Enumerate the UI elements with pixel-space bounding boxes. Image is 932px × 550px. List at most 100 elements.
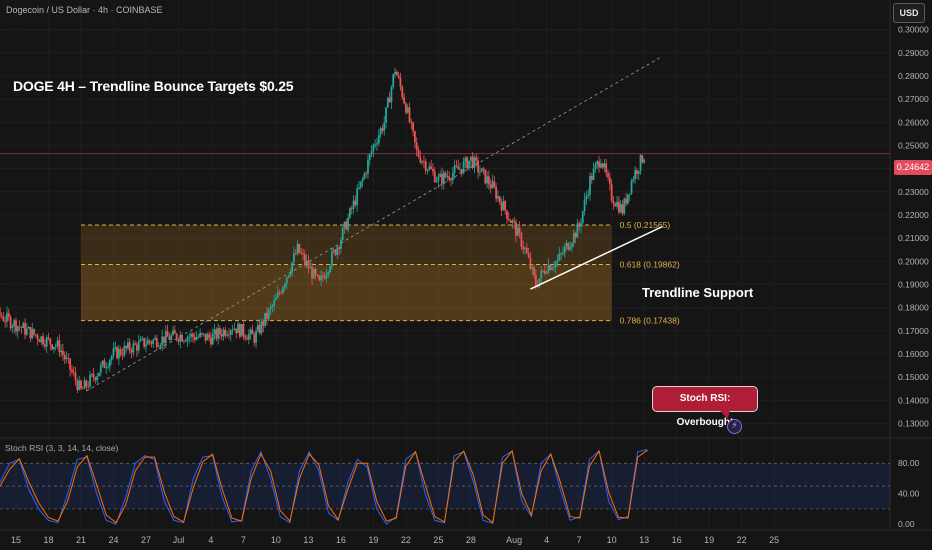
candle-body bbox=[45, 337, 48, 347]
candle-body bbox=[285, 277, 288, 285]
candle-body bbox=[89, 375, 91, 387]
candle-body bbox=[453, 165, 456, 173]
candle-body bbox=[565, 243, 568, 247]
candle-body bbox=[388, 97, 391, 103]
stoch-tick-label: 0.00 bbox=[898, 519, 915, 529]
candle-body bbox=[410, 121, 413, 123]
time-tick-label: 10 bbox=[607, 535, 617, 545]
time-tick-label: 4 bbox=[208, 535, 213, 545]
candle-body bbox=[258, 325, 261, 333]
candle-body bbox=[40, 336, 43, 343]
candle-body bbox=[188, 336, 191, 338]
candle-body bbox=[13, 320, 16, 327]
candle-body bbox=[442, 172, 445, 184]
stoch-d-line bbox=[0, 449, 648, 524]
candle-body bbox=[383, 122, 386, 131]
candle-body bbox=[592, 168, 595, 180]
candle-body bbox=[365, 173, 368, 175]
candle-body bbox=[181, 335, 183, 342]
candle-body bbox=[462, 161, 465, 173]
candle-body bbox=[475, 157, 478, 161]
candle-body bbox=[643, 159, 646, 163]
candle-body bbox=[323, 277, 326, 279]
time-tick-label: 13 bbox=[639, 535, 649, 545]
candle-body bbox=[599, 163, 602, 168]
time-tick-label: 28 bbox=[466, 535, 476, 545]
candle-body bbox=[516, 227, 519, 236]
candle-body bbox=[170, 335, 173, 340]
candle-body bbox=[16, 326, 19, 332]
candle-body bbox=[432, 168, 434, 172]
candle-body bbox=[229, 330, 232, 335]
candle-body bbox=[601, 163, 604, 168]
candle-body bbox=[240, 324, 243, 337]
candle-body bbox=[251, 329, 254, 335]
candle-body bbox=[464, 157, 467, 162]
candle-body bbox=[141, 338, 144, 340]
candle-body bbox=[594, 164, 597, 169]
candle-body bbox=[358, 187, 360, 189]
candle-body bbox=[280, 292, 283, 294]
candle-body bbox=[271, 305, 274, 308]
candle-body bbox=[164, 331, 167, 344]
candle-body bbox=[305, 260, 308, 264]
candle-body bbox=[318, 275, 321, 281]
time-tick-label: 21 bbox=[76, 535, 86, 545]
candle-body bbox=[146, 340, 149, 345]
candle-body bbox=[451, 172, 454, 181]
price-tick-label: 0.20000 bbox=[898, 256, 929, 266]
candle-body bbox=[404, 103, 407, 113]
candle-body bbox=[522, 246, 525, 250]
candle-body bbox=[238, 323, 241, 337]
candle-body bbox=[334, 249, 337, 255]
candle-body bbox=[253, 334, 256, 343]
time-tick-label: 4 bbox=[544, 535, 549, 545]
candle-body bbox=[63, 354, 66, 360]
lightning-icon[interactable]: ⚡ bbox=[727, 419, 742, 434]
candle-body bbox=[287, 275, 290, 278]
candle-body bbox=[22, 323, 25, 329]
candle-body bbox=[580, 223, 582, 227]
candle-body bbox=[0, 307, 1, 316]
stoch-tick-label: 40.00 bbox=[898, 489, 920, 499]
candle-body bbox=[195, 337, 198, 340]
candle-body bbox=[137, 341, 140, 351]
candle-body bbox=[177, 339, 180, 342]
candle-body bbox=[222, 329, 225, 337]
candle-body bbox=[71, 369, 73, 372]
fib-level-label: 0.786 (0.17438) bbox=[620, 316, 680, 326]
trendlines bbox=[0, 57, 890, 392]
candle-body bbox=[448, 176, 451, 180]
price-tick-label: 0.17000 bbox=[898, 326, 929, 336]
candle-body bbox=[172, 330, 174, 336]
candle-body bbox=[117, 348, 120, 359]
candle-body bbox=[578, 223, 581, 227]
candle-body bbox=[101, 360, 104, 365]
candle-body bbox=[220, 334, 223, 337]
candle-body bbox=[482, 168, 485, 170]
candle-body bbox=[621, 204, 624, 214]
candle-body bbox=[536, 286, 539, 288]
candle-body bbox=[161, 336, 164, 345]
candle-body bbox=[628, 193, 631, 195]
time-tick-label: 13 bbox=[303, 535, 313, 545]
symbol-header: Dogecoin / US Dollar · 4h · COINBASE bbox=[6, 5, 163, 15]
candle-body bbox=[525, 247, 528, 254]
candle-body bbox=[617, 201, 620, 213]
candle-body bbox=[242, 324, 245, 336]
candle-body bbox=[543, 270, 546, 274]
candle-body bbox=[134, 343, 137, 345]
candle-body bbox=[309, 267, 312, 269]
candle-body bbox=[18, 326, 21, 328]
candle-body bbox=[72, 371, 75, 373]
candle-body bbox=[96, 375, 99, 381]
candle-body bbox=[148, 340, 151, 343]
candle-body bbox=[401, 86, 404, 98]
candle-body bbox=[51, 344, 53, 350]
candle-body bbox=[576, 223, 579, 238]
currency-button[interactable]: USD bbox=[893, 3, 925, 23]
time-tick-label: 19 bbox=[368, 535, 378, 545]
fib-level-label: 0.618 (0.19862) bbox=[620, 259, 680, 269]
candle-body bbox=[168, 336, 171, 340]
